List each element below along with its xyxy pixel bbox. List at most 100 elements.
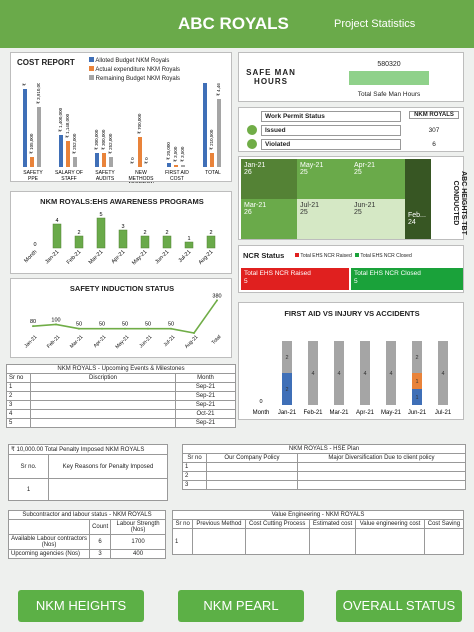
violated-dot	[247, 139, 257, 149]
ncr-legend-closed: Total EHS NCR Closed	[355, 253, 412, 259]
first-aid-bar	[360, 341, 370, 405]
first-aid-category-label: Feb-21	[303, 410, 323, 416]
induction-point	[78, 327, 80, 330]
induction-category-label: Aug-21	[184, 334, 200, 350]
cost-bar	[217, 99, 221, 167]
events-table: NKM ROYALS - Upcoming Events & Milestone…	[6, 364, 236, 428]
cost-bar-label: ₹ 300,000	[94, 129, 99, 150]
cost-bar	[210, 153, 214, 167]
legend-item: Actual expenditure NKM Royals	[89, 66, 180, 75]
induction-category-label: Total	[211, 334, 223, 346]
induction-category-label: Apr-21	[93, 334, 108, 349]
ncr-closed-box: Total EHS NCR Closed 5	[351, 268, 463, 290]
safe-man-hours-label: SAFE MAN HOURS	[246, 68, 296, 86]
ehs-bar	[74, 235, 84, 249]
tbt-cell: Jul-21 25	[297, 199, 351, 239]
first-aid-category-label: Mar-21	[329, 410, 349, 416]
induction-category-label: Jul-21	[163, 334, 177, 348]
table-row: 1	[171, 528, 465, 555]
ehs-value-label: 2	[77, 230, 80, 236]
cost-category-label: METHODS	[129, 176, 155, 182]
tbt-cell: May-21 25	[297, 159, 351, 199]
labour-header	[7, 519, 91, 535]
events-panel: NKM ROYALS - Upcoming Events & Milestone…	[6, 364, 236, 436]
induction-value-label: 380	[212, 293, 221, 299]
cost-category-label: FIRST AID	[165, 170, 189, 176]
ehs-value-label: 2	[143, 230, 146, 236]
table-row: 3 Sep-21	[6, 400, 236, 410]
first-aid-bar	[308, 341, 318, 405]
first-aid-category-label: Month	[253, 410, 270, 416]
safety-induction-chart: 80 Jan-21 100 Feb-21 50 Mar-21 50 Apr-21 50 May-2…	[23, 293, 223, 350]
nkm-pearl-button[interactable]: NKM PEARL	[178, 590, 304, 622]
induction-point	[216, 299, 218, 302]
ehs-bar	[162, 235, 172, 249]
cost-report-legend: Alloted Budget NKM Royals Actual expendi…	[89, 57, 180, 84]
issued-dot	[247, 125, 257, 135]
cost-bar	[138, 137, 142, 167]
events-header: Sr no	[6, 373, 31, 383]
page-title: ABC ROYALS	[178, 14, 289, 33]
cost-report-chart: ₹ 5,000,000₹ 105,000₹ 3,910,000SAFETYPPE…	[22, 83, 221, 183]
issued-label: Issued	[261, 125, 401, 136]
first-aid-title: FIRST AID VS INJURY VS ACCIDENTS	[284, 309, 420, 318]
ehs-category-label: Apr-21	[110, 249, 126, 265]
ehs-value-label: 1	[187, 236, 190, 242]
induction-point	[124, 327, 126, 330]
first-aid-value-label: 1	[415, 395, 418, 401]
cost-bar-label: ₹ 210,500	[209, 129, 214, 150]
first-aid-bar	[412, 373, 422, 389]
value-eng-header: Cost Cutting Process	[244, 519, 310, 529]
first-aid-bar	[386, 341, 396, 405]
labour-table: Subcontractor and labour status - NKM RO…	[7, 510, 166, 559]
ncr-panel: NCR Status Total EHS NCR Raised Total EH…	[238, 245, 464, 293]
cost-category-label: TOTAL	[205, 170, 221, 176]
legend-item: Remaining Budget NKM Royals	[89, 75, 180, 84]
ehs-category-label: Jul-21	[178, 249, 193, 264]
first-aid-value-label: 0	[259, 399, 262, 405]
first-aid-value-label: 1	[415, 379, 418, 385]
first-aid-category-label: Jan-21	[278, 410, 297, 416]
ehs-category-label: Feb-21	[66, 249, 83, 266]
cost-bar-label: ₹ 300,000	[101, 129, 106, 150]
value-eng-header: Cost Saving	[423, 519, 465, 529]
safe-man-hours-caption: Total Safe Man Hours	[357, 91, 421, 98]
cost-bar-label: ₹ 3,500	[180, 146, 185, 162]
value-eng-header: Value engineering cost	[355, 519, 425, 529]
ehs-category-label: Mar-21	[88, 249, 105, 266]
induction-category-label: Jun-21	[138, 334, 153, 349]
ehs-value-label: 5	[99, 212, 102, 218]
cost-bar	[203, 83, 207, 167]
induction-value-label: 50	[145, 322, 151, 328]
ncr-closed-label: Total EHS NCR Closed	[354, 270, 421, 277]
cost-category-label: SAFETY	[23, 170, 43, 176]
ehs-category-label: Jun-21	[154, 249, 170, 265]
first-aid-category-label: Jun-21	[408, 410, 427, 416]
cost-category-label: ADOPTION	[128, 182, 155, 183]
ehs-value-label: 4	[55, 218, 58, 224]
hse-plan-title: NKM ROYALS - HSE Plan	[182, 444, 466, 454]
ehs-awareness-title: NKM ROYALS:EHS AWARENESS PROGRAMS	[40, 197, 204, 206]
first-aid-value-label: 4	[389, 371, 392, 377]
ncr-raised-label: Total EHS NCR Raised	[244, 270, 311, 277]
cost-bar	[66, 141, 70, 167]
hse-plan-header: Major Diversification Due to client poli…	[296, 453, 467, 463]
safety-induction-title: SAFETY INDUCTION STATUS	[69, 284, 175, 293]
safe-man-hours-panel: SAFE MAN HOURS 580320 Total Safe Man Hou…	[238, 52, 464, 102]
overall-status-button[interactable]: OVERALL STATUS	[336, 590, 462, 622]
safe-man-hours-bar	[349, 71, 429, 85]
tbt-panel: Jan-21 26 May-21 25 Apr-21 25 Mar-21 26 Jul-…	[238, 156, 467, 240]
table-row: Available Labour contractors (Nos) 6 1700	[7, 534, 166, 550]
cost-bar	[109, 157, 113, 167]
first-aid-value-label: 4	[363, 371, 366, 377]
cost-bar	[37, 107, 41, 167]
induction-point	[170, 327, 172, 330]
cost-category-label: SAFETY	[95, 170, 115, 176]
first-aid-bar	[438, 341, 448, 405]
cost-bar-label: ₹ 3,500	[173, 146, 178, 162]
nkm-heights-button[interactable]: NKM HEIGHTS	[18, 590, 144, 622]
cost-report-panel: COST REPORT Alloted Budget NKM Royals Ac…	[10, 52, 232, 183]
issued-value: 307	[428, 127, 440, 134]
ncr-legend-raised: Total EHS NCR Raised	[295, 253, 352, 259]
induction-category-label: Mar-21	[69, 334, 85, 350]
